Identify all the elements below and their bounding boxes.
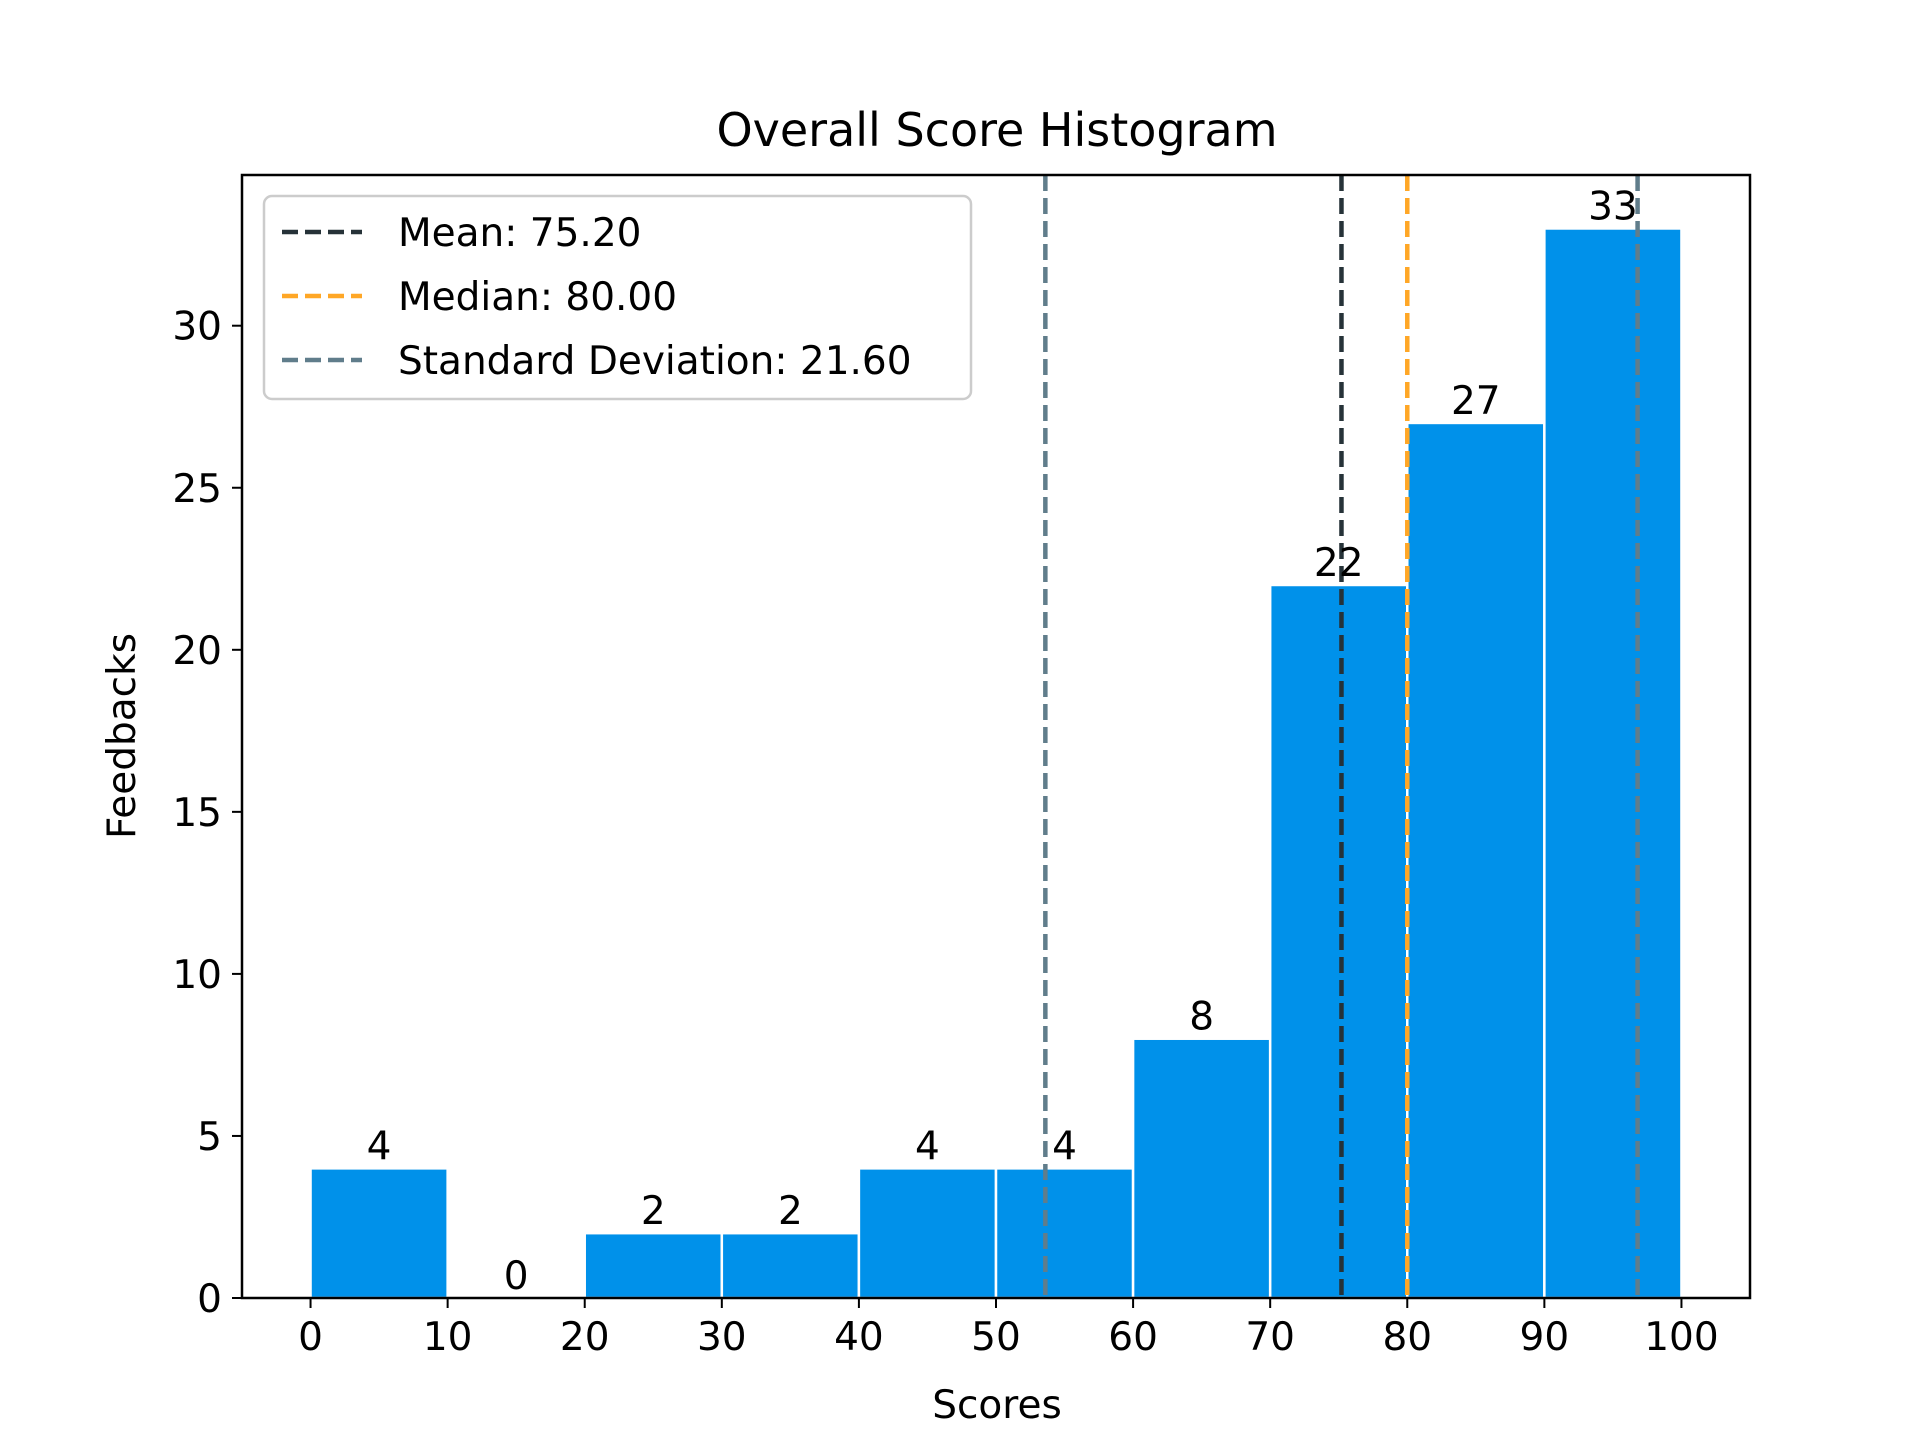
legend-entry-label: Mean: 75.20 — [398, 211, 641, 256]
bar-value-label: 22 — [1314, 541, 1364, 586]
x-tick-label: 60 — [1108, 1315, 1158, 1360]
bar-value-label: 4 — [915, 1124, 940, 1169]
legend-box — [262, 194, 973, 401]
bar-value-label: 4 — [367, 1124, 392, 1169]
y-tick-label: 10 — [172, 953, 222, 998]
histogram-bar — [720, 1231, 861, 1300]
bar-value-label: 2 — [778, 1189, 803, 1234]
histogram-bar — [1131, 1037, 1272, 1300]
histogram-bar — [994, 1167, 1135, 1300]
y-axis: 0 5 10 15 20 25 30 — [172, 305, 242, 1322]
x-tick-label: 20 — [560, 1315, 610, 1360]
x-tick-label: 40 — [834, 1315, 884, 1360]
y-tick-label: 15 — [172, 791, 222, 836]
bar-value-label: 8 — [1189, 995, 1214, 1040]
y-tick-label: 30 — [172, 305, 222, 350]
x-tick-label: 70 — [1245, 1315, 1295, 1360]
bar-value-label: 2 — [641, 1189, 666, 1234]
x-axis: 0 10 20 30 40 50 60 70 80 90 100 — [298, 1298, 1719, 1360]
x-tick-label: 90 — [1520, 1315, 1570, 1360]
chart-title: Overall Score Histogram — [716, 103, 1277, 157]
legend-entry-label: Standard Deviation: 21.60 — [398, 339, 912, 384]
legend: Mean: 75.20 Median: 80.00 Standard Deviati… — [262, 194, 973, 401]
histogram-bar — [1268, 583, 1409, 1300]
histogram-bar — [309, 1167, 449, 1300]
x-tick-label: 80 — [1382, 1315, 1432, 1360]
legend-entry-label: Median: 80.00 — [398, 275, 677, 320]
bar-value-label: 33 — [1588, 184, 1638, 229]
y-tick-label: 5 — [197, 1115, 222, 1160]
histogram-bar — [583, 1231, 724, 1300]
x-tick-label: 50 — [971, 1315, 1021, 1360]
bars-layer — [309, 227, 1683, 1300]
x-tick-label: 10 — [423, 1315, 473, 1360]
x-tick-label: 100 — [1644, 1315, 1718, 1360]
bar-value-label: 4 — [1052, 1124, 1077, 1169]
y-tick-label: 20 — [172, 629, 222, 674]
histogram-bar — [857, 1167, 998, 1300]
histogram-bar — [1543, 227, 1683, 1300]
bar-value-label: 27 — [1451, 379, 1501, 424]
y-tick-label: 25 — [172, 467, 222, 512]
y-axis-label: Feedbacks — [100, 633, 145, 839]
reference-lines-layer — [1043, 175, 1640, 1298]
x-tick-label: 30 — [697, 1315, 747, 1360]
bar-value-label: 0 — [504, 1254, 529, 1299]
y-tick-label: 0 — [197, 1277, 222, 1322]
histogram-bar — [1406, 421, 1546, 1300]
x-tick-label: 0 — [298, 1315, 323, 1360]
x-axis-label: Scores — [932, 1383, 1062, 1428]
